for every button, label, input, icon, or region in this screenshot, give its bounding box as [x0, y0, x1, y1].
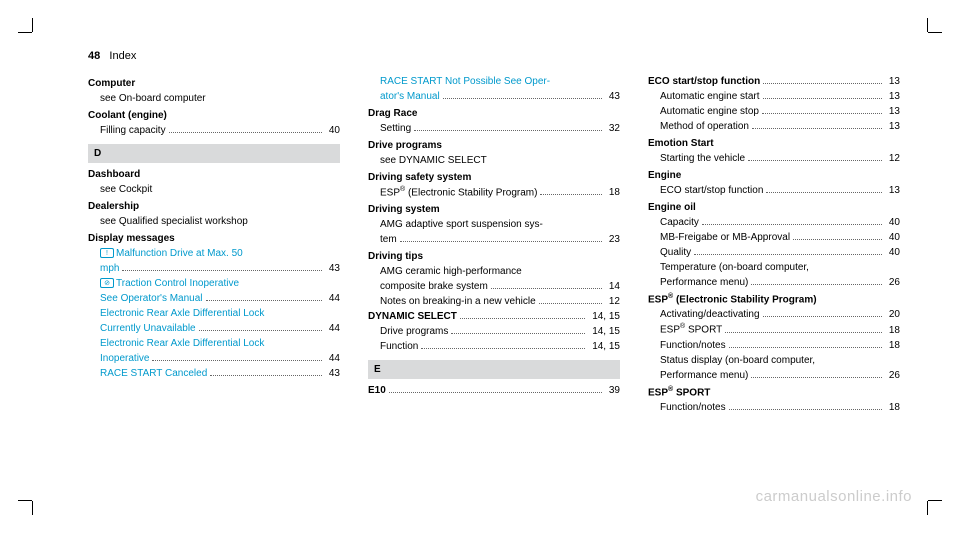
entry-system: Driving system — [368, 202, 620, 217]
entry-race-notpossible-2: ator's Manual43 — [368, 89, 620, 104]
crop-mark-tl — [18, 18, 32, 32]
entry-system-amg2: tem23 — [368, 232, 620, 247]
entry-rear-1: Electronic Rear Axle Differential Lock — [88, 306, 340, 321]
entry-display: Display messages — [88, 231, 340, 246]
entry-driveprograms-sub: see DYNAMIC SELECT — [368, 153, 620, 168]
entry-tips-ceramic1: AMG ceramic high-performance — [368, 264, 620, 279]
entry-driveprograms: Drive programs — [368, 138, 620, 153]
entry-traction-2: See Operator's Manual44 — [88, 291, 340, 306]
entry-dynamic-programs: Drive programs14, 15 — [368, 324, 620, 339]
entry-eco: ECO start/stop function13 — [648, 74, 900, 89]
entry-safety-esp: ESP® (Electronic Stability Program)18 — [368, 185, 620, 200]
entry-esp-sport: ESP® SPORT18 — [648, 322, 900, 337]
entry-malfunction-1: !Malfunction Drive at Max. 50 — [88, 246, 340, 261]
section-d: D — [88, 144, 340, 163]
entry-esp: ESP® (Electronic Stability Program) — [648, 292, 900, 307]
entry-eco-start: Automatic engine start13 — [648, 89, 900, 104]
entry-esp-status1: Status display (on-board computer, — [648, 353, 900, 368]
entry-coolant: Coolant (engine) — [88, 108, 340, 123]
entry-esp-status2: Performance menu)26 — [648, 368, 900, 383]
entry-engine-eco: ECO start/stop function13 — [648, 183, 900, 198]
index-columns: Computer see On-board computer Coolant (… — [88, 74, 900, 415]
entry-oil: Engine oil — [648, 200, 900, 215]
watermark: carmanualsonline.info — [756, 488, 912, 505]
entry-e10: E1039 — [368, 383, 620, 398]
entry-oil-quality: Quality40 — [648, 245, 900, 260]
entry-dealership: Dealership — [88, 199, 340, 214]
crop-mark-bl — [18, 501, 32, 515]
entry-oil-mb: MB-Freigabe or MB-Approval40 — [648, 230, 900, 245]
entry-tips-notes: Notes on breaking-in a new vehicle12 — [368, 294, 620, 309]
entry-dragrace: Drag Race — [368, 106, 620, 121]
column-2: RACE START Not Possible See Oper- ator's… — [368, 74, 620, 415]
entry-race-notpossible-1: RACE START Not Possible See Oper- — [368, 74, 620, 89]
entry-dynamic-function: Function14, 15 — [368, 339, 620, 354]
entry-oil-temp1: Temperature (on-board computer, — [648, 260, 900, 275]
entry-safety: Driving safety system — [368, 170, 620, 185]
crop-mark-br — [928, 501, 942, 515]
entry-engine: Engine — [648, 168, 900, 183]
warning-icon: ! — [100, 248, 114, 258]
entry-malfunction-2: mph43 — [88, 261, 340, 276]
entry-rear-4: Inoperative44 — [88, 351, 340, 366]
entry-dealership-sub: see Qualified specialist workshop — [88, 214, 340, 229]
entry-emotion: Emotion Start — [648, 136, 900, 151]
entry-esp-notes: Function/notes18 — [648, 338, 900, 353]
page-number: 48 — [88, 50, 100, 62]
entry-eco-stop: Automatic engine stop13 — [648, 104, 900, 119]
entry-coolant-filling: Filling capacity40 — [88, 123, 340, 138]
entry-oil-capacity: Capacity40 — [648, 215, 900, 230]
entry-espsport: ESP® SPORT — [648, 385, 900, 400]
entry-system-amg1: AMG adaptive sport suspension sys- — [368, 217, 620, 232]
entry-computer-sub: see On-board computer — [88, 91, 340, 106]
entry-computer: Computer — [88, 76, 340, 91]
page-content: 48 Index Computer see On-board computer … — [88, 50, 900, 493]
entry-tips-ceramic2: composite brake system14 — [368, 279, 620, 294]
entry-rear-3: Electronic Rear Axle Differential Lock — [88, 336, 340, 351]
page-header: 48 Index — [88, 50, 900, 62]
entry-espsport-notes: Function/notes18 — [648, 400, 900, 415]
entry-oil-temp2: Performance menu)26 — [648, 275, 900, 290]
crop-mark-tr — [928, 18, 942, 32]
entry-dynamic: DYNAMIC SELECT14, 15 — [368, 309, 620, 324]
entry-rear-2: Currently Unavailable44 — [88, 321, 340, 336]
column-3: ECO start/stop function13 Automatic engi… — [648, 74, 900, 415]
entry-eco-method: Method of operation13 — [648, 119, 900, 134]
entry-emotion-starting: Starting the vehicle12 — [648, 151, 900, 166]
section-title: Index — [109, 50, 136, 62]
section-e: E — [368, 360, 620, 379]
entry-tips: Driving tips — [368, 249, 620, 264]
entry-dashboard: Dashboard — [88, 167, 340, 182]
entry-race-canceled: RACE START Canceled43 — [88, 366, 340, 381]
entry-dashboard-sub: see Cockpit — [88, 182, 340, 197]
traction-icon: ⊘ — [100, 278, 114, 288]
entry-dragrace-setting: Setting32 — [368, 121, 620, 136]
column-1: Computer see On-board computer Coolant (… — [88, 74, 340, 415]
entry-traction-1: ⊘Traction Control Inoperative — [88, 276, 340, 291]
entry-esp-activating: Activating/deactivating20 — [648, 307, 900, 322]
